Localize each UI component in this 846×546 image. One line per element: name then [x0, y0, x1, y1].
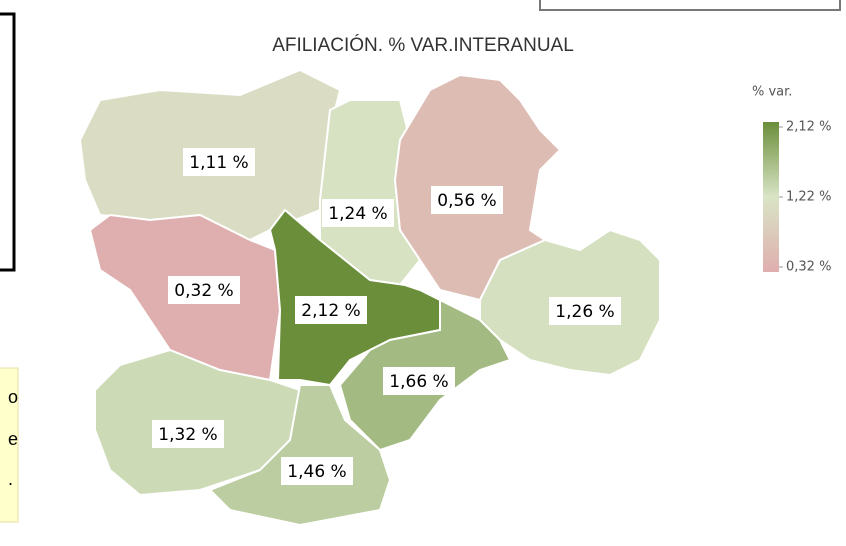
top-box	[539, 0, 841, 11]
label-box	[549, 297, 621, 325]
value-label: 0,56 %	[437, 191, 496, 211]
left-box	[0, 12, 16, 272]
colorbar-tick-label: 2,12 %	[786, 120, 831, 135]
label-box	[383, 367, 455, 395]
legend-title: % var.	[752, 85, 792, 100]
label-box	[295, 296, 367, 324]
value-label: 1,66 %	[389, 372, 448, 392]
value-label: 1,26 %	[555, 302, 614, 322]
value-label: 0,32 %	[174, 281, 233, 301]
label-box	[281, 457, 353, 485]
label-box	[322, 199, 394, 227]
colorbar-tick-label: 0,32 %	[786, 260, 831, 275]
note-text: .	[8, 469, 13, 489]
note-box	[0, 367, 19, 523]
map: 1,11 % 1,24 % 0,56 % 0,32 % 2,12 % 1,26 % 1,66…	[78, 68, 661, 527]
value-label: 1,32 %	[158, 425, 217, 445]
note-text: e	[8, 429, 18, 449]
label-box	[183, 148, 255, 176]
value-label: 1,46 %	[287, 462, 346, 482]
colorbar	[763, 122, 779, 272]
colorbar-tick-label: 1,22 %	[786, 190, 831, 205]
region	[208, 384, 392, 527]
note-text: o	[8, 387, 18, 407]
map-title: AFILIACIÓN. % VAR.INTERANUAL	[272, 34, 574, 56]
value-label: 2,12 %	[301, 301, 360, 321]
label-box	[152, 420, 224, 448]
label-box	[168, 276, 240, 304]
value-label: 1,24 %	[328, 204, 387, 224]
label-box	[431, 186, 503, 214]
value-label: 1,11 %	[189, 153, 248, 173]
